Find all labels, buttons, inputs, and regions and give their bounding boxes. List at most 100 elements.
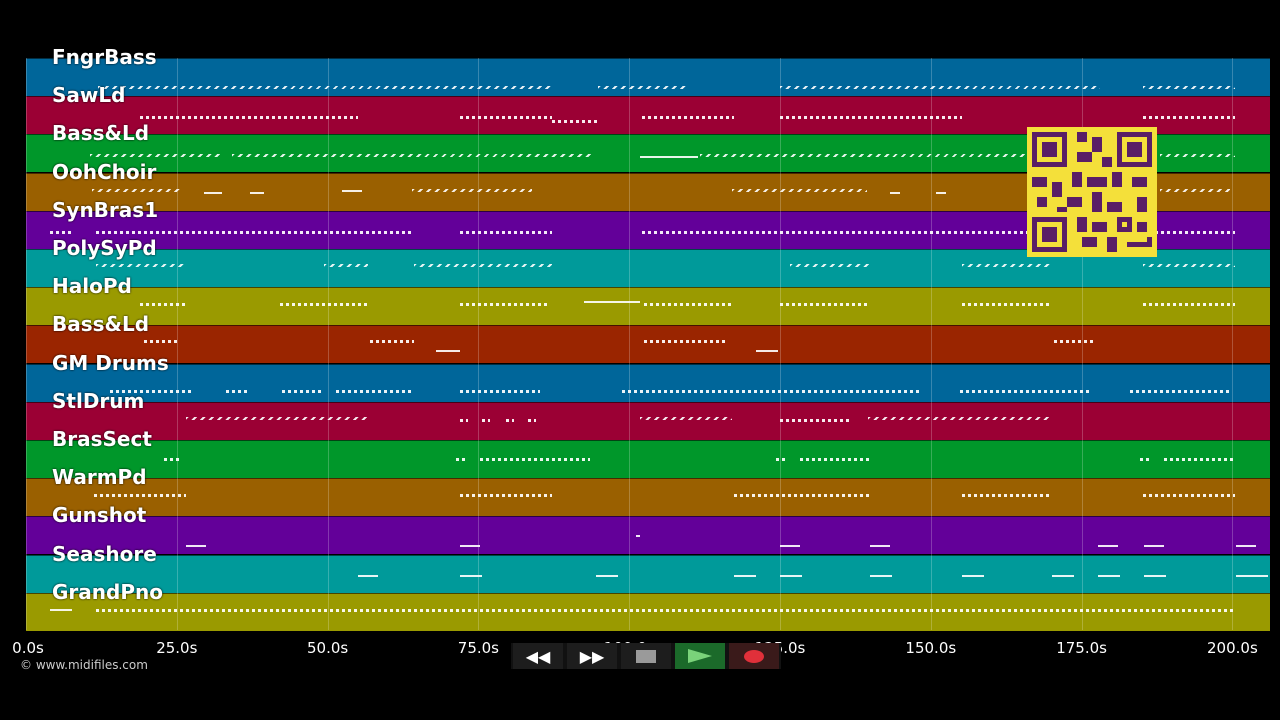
note-segment xyxy=(1143,494,1235,498)
track-label: FngrBass xyxy=(52,45,157,69)
track-label: GrandPno xyxy=(52,579,163,604)
note-segment xyxy=(1160,154,1235,158)
qr-code-image xyxy=(1027,127,1157,257)
note-segment xyxy=(204,191,222,194)
note-segment xyxy=(96,608,1236,612)
grid-line xyxy=(1232,58,1234,630)
transport-controls: ◀◀ ▶▶ xyxy=(511,643,781,669)
note-segment xyxy=(1236,574,1268,577)
note-segment xyxy=(800,458,870,461)
note-segment xyxy=(456,458,468,461)
note-segment xyxy=(50,230,72,234)
track-lane xyxy=(26,478,1270,517)
note-segment xyxy=(644,340,728,344)
rewind-button[interactable]: ◀◀ xyxy=(513,643,563,669)
track-label: SawLd xyxy=(52,83,126,108)
note-segment xyxy=(732,188,867,192)
play-button[interactable] xyxy=(675,643,725,669)
note-segment xyxy=(1140,458,1152,461)
note-segment xyxy=(460,116,552,120)
track-label: GM Drums xyxy=(52,350,169,375)
note-segment xyxy=(734,574,756,577)
note-segment xyxy=(1054,340,1094,344)
note-segment xyxy=(342,189,362,192)
note-segment xyxy=(1236,545,1256,548)
grid-line xyxy=(780,58,781,630)
track-lane xyxy=(26,440,1270,478)
track-lane xyxy=(26,363,1270,402)
track-label: StlDrum xyxy=(52,388,145,413)
note-segment xyxy=(870,545,890,548)
note-segment xyxy=(94,494,186,498)
track-label: Seashore xyxy=(52,541,157,566)
track-lane xyxy=(26,554,1270,593)
note-segment xyxy=(1143,230,1235,234)
note-segment xyxy=(962,264,1052,267)
note-segment xyxy=(780,545,800,548)
note-segment xyxy=(1144,574,1166,577)
time-tick-label: 150.0s xyxy=(905,639,957,657)
note-segment xyxy=(528,418,536,422)
note-segment xyxy=(700,154,1030,158)
stop-icon xyxy=(636,649,656,663)
qr-code xyxy=(1027,127,1157,257)
note-segment xyxy=(436,350,460,353)
note-segment xyxy=(870,574,892,577)
note-segment xyxy=(186,416,368,420)
track-label: SynBras1 xyxy=(52,197,159,222)
note-segment xyxy=(642,116,734,120)
note-segment xyxy=(506,418,514,422)
stop-button[interactable] xyxy=(621,643,671,669)
note-segment xyxy=(962,494,1052,498)
note-segment xyxy=(144,340,178,344)
time-tick-label: 0.0s xyxy=(12,639,44,657)
note-segment xyxy=(1052,574,1074,577)
track-label: HaloPd xyxy=(52,274,132,299)
note-segment xyxy=(1098,574,1120,577)
track-lane xyxy=(26,592,1270,631)
track-lane xyxy=(26,58,1270,96)
time-tick-label: 75.0s xyxy=(457,639,499,657)
note-segment xyxy=(734,494,870,498)
note-segment xyxy=(460,230,552,234)
record-button[interactable] xyxy=(729,643,779,669)
note-segment xyxy=(98,86,553,89)
note-segment xyxy=(1130,389,1230,393)
note-segment xyxy=(598,86,688,89)
track-label: Bass&Ld xyxy=(52,121,150,146)
time-tick-label: 50.0s xyxy=(306,639,349,657)
grid-line xyxy=(478,58,480,630)
note-segment xyxy=(780,303,870,307)
grid-line xyxy=(629,58,631,630)
note-segment xyxy=(962,303,1052,307)
note-segment xyxy=(412,188,532,192)
note-segment xyxy=(460,303,550,307)
note-segment xyxy=(640,416,732,420)
time-tick-label: 25.0s xyxy=(156,639,198,657)
note-segment xyxy=(480,458,590,461)
note-segment xyxy=(776,458,788,461)
note-segment xyxy=(1143,116,1235,120)
track-label: Bass&Ld xyxy=(52,312,150,337)
note-segment xyxy=(336,389,412,393)
note-segment xyxy=(780,86,1100,89)
record-icon xyxy=(744,649,764,663)
grid-line xyxy=(26,58,27,630)
note-segment xyxy=(96,264,186,267)
track-lane xyxy=(26,96,1270,135)
note-segment xyxy=(960,389,1090,393)
time-tick-label: 175.0s xyxy=(1056,639,1107,657)
fast-forward-button[interactable]: ▶▶ xyxy=(567,643,617,669)
note-segment xyxy=(780,116,962,120)
note-segment xyxy=(1143,264,1235,267)
note-segment xyxy=(756,350,778,353)
note-segment xyxy=(140,303,186,307)
note-segment xyxy=(164,458,182,461)
note-segment xyxy=(780,418,850,422)
note-segment xyxy=(552,120,598,124)
note-segment xyxy=(414,264,552,267)
note-segment xyxy=(226,389,250,393)
note-segment xyxy=(90,154,220,158)
note-segment xyxy=(1144,545,1164,548)
